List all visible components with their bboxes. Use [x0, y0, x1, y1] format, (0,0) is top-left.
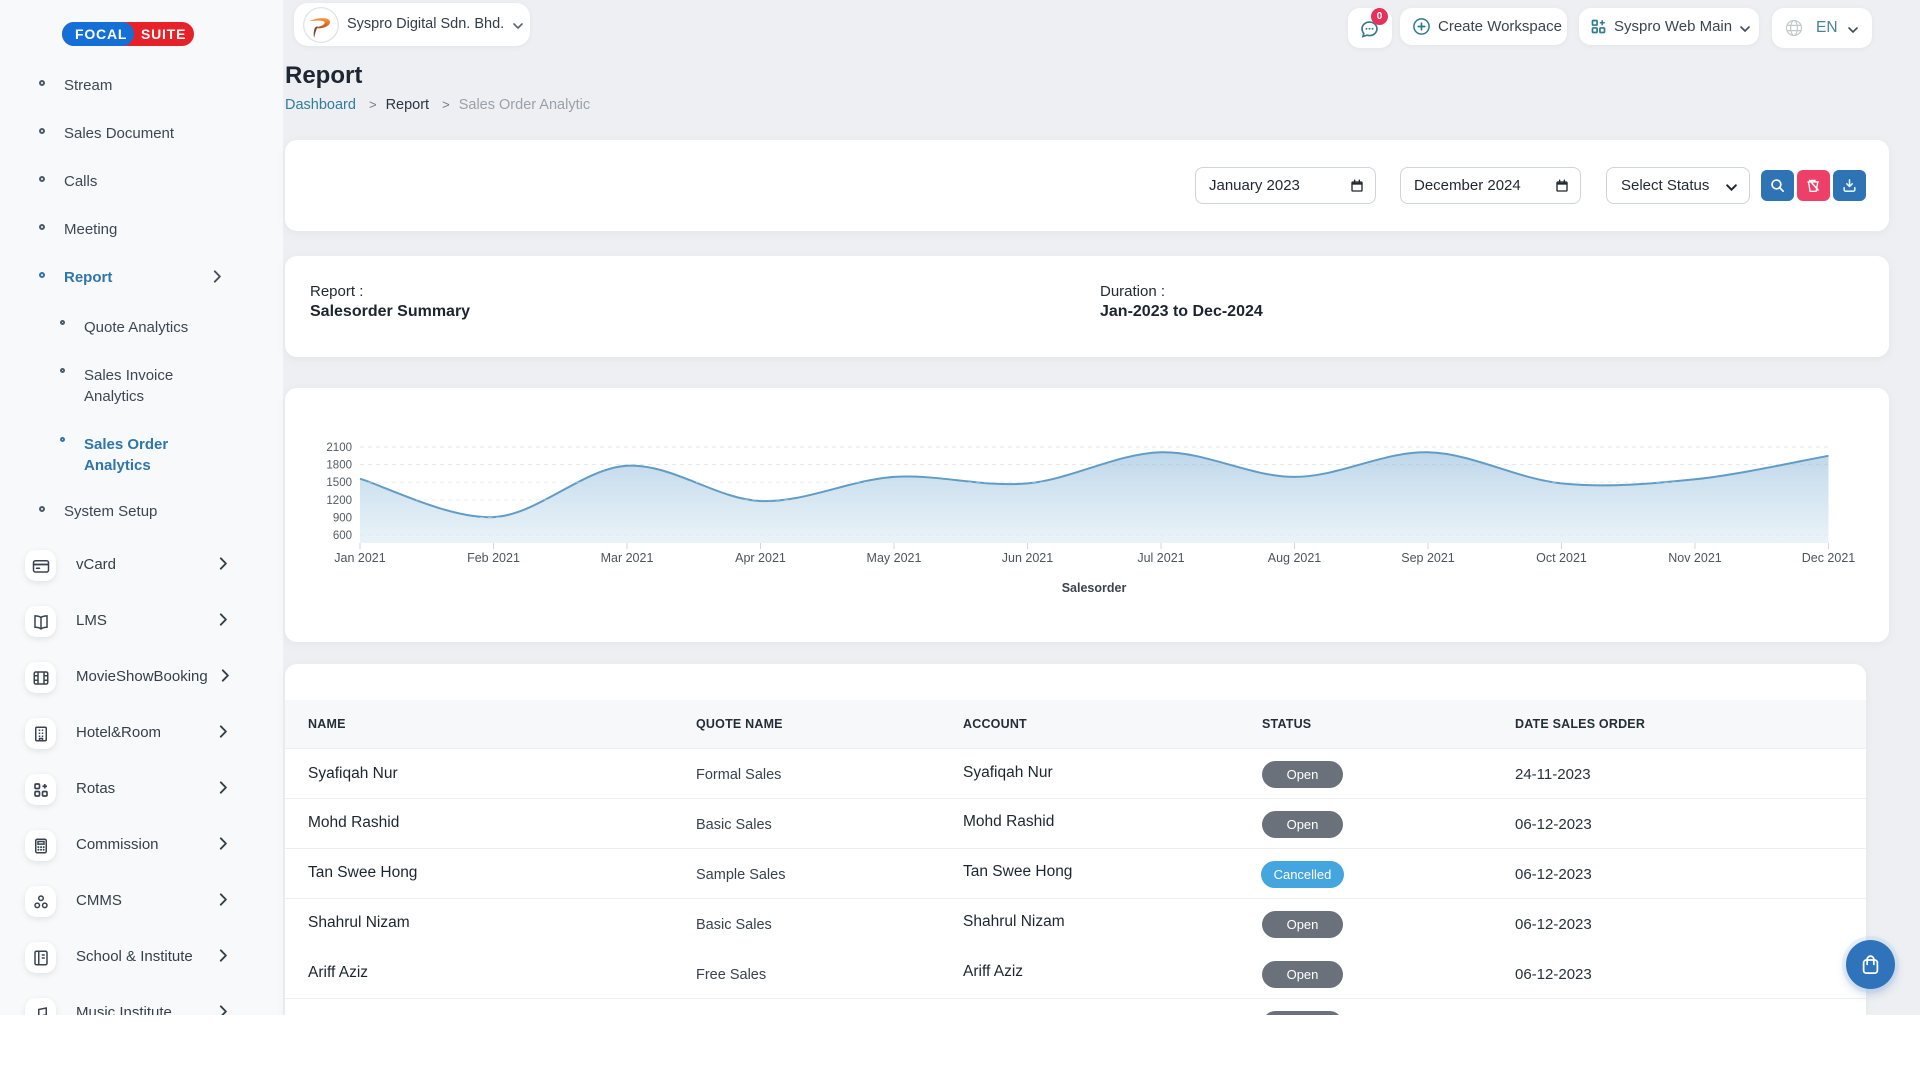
svg-text:Apr 2021: Apr 2021 [735, 551, 786, 565]
svg-text:Feb 2021: Feb 2021 [467, 551, 520, 565]
svg-text:2100: 2100 [326, 442, 352, 454]
svg-text:Jan 2021: Jan 2021 [334, 551, 385, 565]
svg-text:1800: 1800 [326, 460, 352, 472]
svg-text:1500: 1500 [326, 477, 352, 489]
svg-text:900: 900 [333, 513, 352, 525]
svg-text:Dec 2021: Dec 2021 [1802, 551, 1856, 565]
svg-text:600: 600 [333, 530, 352, 542]
svg-text:Aug 2021: Aug 2021 [1268, 551, 1322, 565]
svg-text:Jun 2021: Jun 2021 [1002, 551, 1053, 565]
svg-text:Mar 2021: Mar 2021 [601, 551, 654, 565]
svg-text:May 2021: May 2021 [867, 551, 922, 565]
svg-text:1200: 1200 [326, 495, 352, 507]
svg-text:Sep 2021: Sep 2021 [1401, 551, 1455, 565]
svg-text:Salesorder: Salesorder [1062, 581, 1127, 595]
svg-text:Oct 2021: Oct 2021 [1536, 551, 1587, 565]
svg-text:Nov 2021: Nov 2021 [1668, 551, 1722, 565]
svg-text:Jul 2021: Jul 2021 [1137, 551, 1184, 565]
